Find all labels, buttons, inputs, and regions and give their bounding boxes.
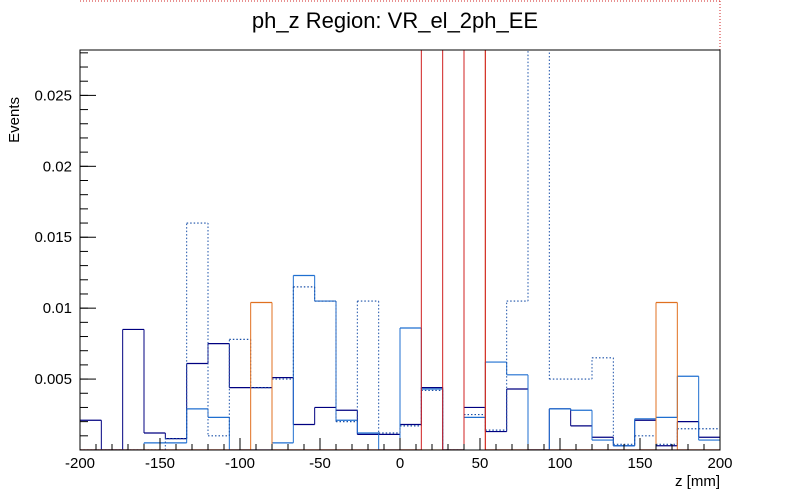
- y-tick-label: 0.01: [43, 300, 72, 317]
- x-tick-label: 0: [396, 455, 404, 472]
- y-tick-label: 0.025: [34, 87, 72, 104]
- x-tick-label: 100: [547, 455, 572, 472]
- x-axis-label: z [mm]: [675, 473, 720, 490]
- x-tick-label: 50: [472, 455, 489, 472]
- chart-title: ph_z Region: VR_el_2ph_EE: [252, 8, 538, 33]
- x-tick-label: -50: [309, 455, 331, 472]
- x-tick-label: 200: [707, 455, 732, 472]
- y-tick-label: 0.005: [34, 371, 72, 388]
- y-tick-label: 0.02: [43, 158, 72, 175]
- plot-area: [80, 50, 720, 450]
- x-tick-label: -100: [225, 455, 255, 472]
- y-axis-label: Events: [6, 97, 23, 143]
- y-tick-label: 0.015: [34, 229, 72, 246]
- x-tick-label: -150: [145, 455, 175, 472]
- x-tick-label: -200: [65, 455, 95, 472]
- x-tick-label: 150: [627, 455, 652, 472]
